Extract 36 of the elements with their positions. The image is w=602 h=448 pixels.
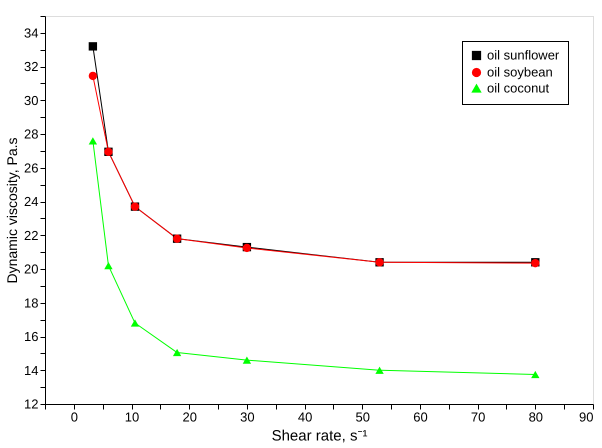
x-tick-label: 80: [528, 410, 544, 424]
y-tick-label: 18: [24, 295, 38, 310]
legend-label: oil coconut: [487, 80, 550, 96]
legend-label: oil soybean: [487, 64, 553, 80]
x-axis-title: Shear rate, s⁻¹: [272, 428, 368, 444]
y-axis-title: Dynamic viscosity, Pa.s: [4, 138, 20, 284]
point: [375, 366, 384, 374]
x-tick-label: 60: [413, 410, 428, 424]
y-tick-label: 34: [24, 25, 38, 40]
point: [88, 72, 98, 80]
x-tick-label: 10: [124, 410, 140, 424]
y-tick-label: 12: [24, 396, 38, 412]
legend-label: oil sunflower: [487, 48, 560, 62]
x-tick-label: 70: [470, 410, 486, 424]
point: [104, 262, 113, 270]
point: [242, 356, 252, 364]
point: [531, 370, 540, 378]
y-tick-label: 28: [24, 126, 38, 142]
x-tick-label: 40: [298, 410, 312, 424]
x-tick-label: 30: [240, 410, 255, 424]
y-tick-label: 22: [24, 228, 38, 243]
x-tick-label: 20: [182, 410, 197, 424]
point: [130, 319, 140, 327]
x-tick-label: 0: [70, 410, 78, 424]
y-tick-label: 14: [24, 362, 38, 378]
y-tick-label: 16: [24, 329, 38, 344]
point: [88, 137, 98, 144]
x-tick-label: 90: [579, 410, 594, 424]
point: [88, 42, 98, 51]
y-tick-label: 26: [24, 160, 38, 176]
y-tick-label: 32: [24, 59, 38, 74]
y-tick-label: 24: [24, 194, 38, 210]
y-tick-label: 30: [24, 92, 38, 108]
x-tick-label: 50: [356, 410, 370, 424]
point: [172, 348, 182, 356]
y-tick-label: 20: [24, 262, 38, 277]
